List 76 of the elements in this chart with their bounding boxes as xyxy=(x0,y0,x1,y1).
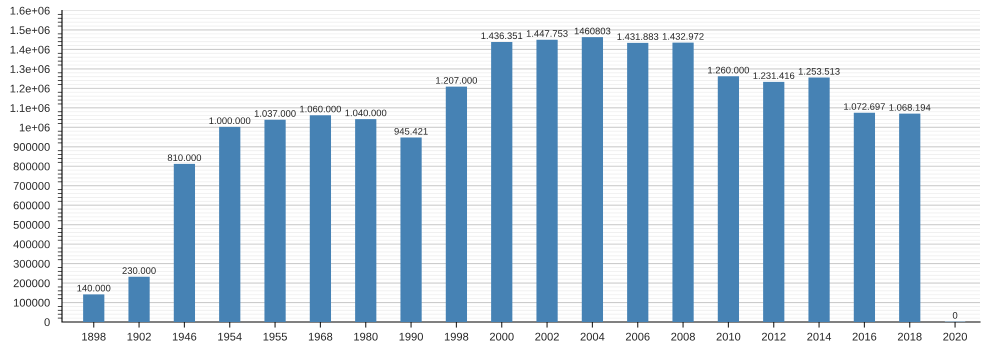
data-label: 140.000 xyxy=(77,284,110,292)
x-tick-label: 1898 xyxy=(82,332,106,341)
y-tick-label: 0 xyxy=(44,318,50,326)
bar xyxy=(763,82,784,322)
data-label: 1.040.000 xyxy=(345,110,386,116)
y-tick-label: 300000 xyxy=(14,260,50,268)
bar xyxy=(219,126,240,322)
y-tick-label: 1.3e+06 xyxy=(10,65,50,74)
x-tick-label: 2004 xyxy=(580,332,604,341)
data-label: 810.000 xyxy=(168,154,202,162)
data-label: 1.037.000 xyxy=(254,110,296,117)
y-tick-label: 500000 xyxy=(14,220,50,229)
x-tick-label: 1954 xyxy=(218,332,242,341)
data-label: 1.207.000 xyxy=(436,77,478,84)
y-tick-label: 1.1e+06 xyxy=(10,104,50,112)
y-tick-label: 400000 xyxy=(13,240,50,248)
data-label: 1.072.697 xyxy=(844,103,885,110)
bar xyxy=(128,276,150,322)
x-tick-label: 1980 xyxy=(354,332,378,341)
y-tick-label: 700000 xyxy=(14,182,50,190)
bar xyxy=(264,120,286,322)
x-tick-label: 2012 xyxy=(762,332,786,341)
bar xyxy=(672,42,694,322)
y-tick-label: 200000 xyxy=(14,279,50,288)
bar xyxy=(174,164,196,322)
y-tick-label: 900000 xyxy=(14,143,50,151)
data-label: 1460803 xyxy=(574,28,610,34)
bar xyxy=(491,42,512,322)
bar xyxy=(899,114,920,322)
bar xyxy=(400,138,422,322)
bar xyxy=(355,119,376,322)
x-tick-label: 2008 xyxy=(671,332,695,341)
bar xyxy=(718,76,740,322)
bar xyxy=(83,294,104,322)
data-label: 1.060.000 xyxy=(300,106,342,112)
data-label: 1.000.000 xyxy=(209,117,250,124)
bar xyxy=(536,40,558,322)
x-tick-label: 2014 xyxy=(807,332,832,341)
y-tick-label: 1.2e+06 xyxy=(10,84,50,93)
x-tick-label: 2002 xyxy=(535,332,559,341)
y-tick-label: 1.4e+06 xyxy=(10,46,50,54)
data-label: 1.260.000 xyxy=(708,66,750,74)
x-tick-label: 2006 xyxy=(626,332,650,341)
data-label: 1.432.972 xyxy=(662,33,704,40)
y-tick-label: 1.5e+06 xyxy=(10,26,50,34)
data-label: 1.068.194 xyxy=(889,104,930,111)
y-tick-label: 100000 xyxy=(14,298,50,307)
data-label: 1.231.416 xyxy=(753,72,794,80)
x-tick-label: 2018 xyxy=(898,332,922,341)
x-tick-label: 1946 xyxy=(172,332,196,341)
x-tick-label: 2020 xyxy=(943,332,967,341)
data-label: 1.431.883 xyxy=(617,33,658,40)
bar xyxy=(627,42,648,322)
x-tick-label: 1968 xyxy=(308,332,332,341)
bar xyxy=(310,115,332,322)
bar xyxy=(582,37,604,322)
x-tick-label: 1955 xyxy=(264,332,287,341)
data-label: 0 xyxy=(952,312,958,319)
y-tick-label: 1e+06 xyxy=(20,124,50,132)
x-tick-label: 2000 xyxy=(490,332,514,341)
data-label: 1.447.753 xyxy=(526,30,568,37)
y-tick-label: 800000 xyxy=(14,162,50,170)
bar xyxy=(446,86,468,322)
y-tick-label: 1.6e+06 xyxy=(10,6,50,15)
x-tick-label: 2016 xyxy=(852,332,876,341)
x-tick-label: 1902 xyxy=(128,332,151,341)
y-tick-label: 600000 xyxy=(14,201,50,210)
x-tick-label: 1990 xyxy=(400,332,423,341)
data-label: 945.421 xyxy=(394,128,428,135)
data-label: 230.000 xyxy=(122,267,156,274)
bar xyxy=(808,78,830,322)
x-tick-label: 2010 xyxy=(716,332,740,341)
data-label: 1.436.351 xyxy=(481,32,522,40)
x-tick-label: 1998 xyxy=(444,332,468,341)
bar xyxy=(854,112,876,322)
data-label: 1.253.513 xyxy=(798,68,840,75)
